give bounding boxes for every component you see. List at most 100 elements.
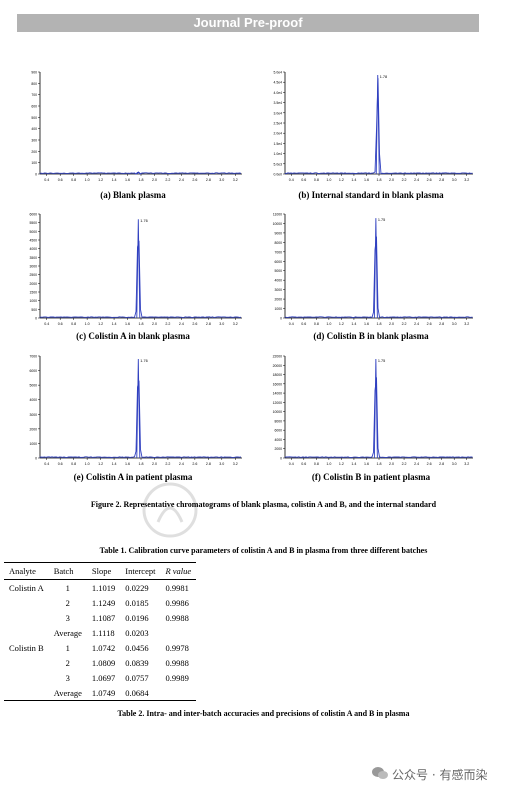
peak-retention-label: 1.75 — [378, 218, 385, 222]
x-tick-label: 1.6 — [364, 462, 369, 466]
x-tick-label: 0.4 — [289, 462, 294, 466]
x-tick-label: 1.4 — [112, 178, 117, 182]
table-cell: 0.0839 — [120, 655, 160, 670]
x-tick-label: 3.2 — [233, 322, 238, 326]
y-tick-label: 100 — [31, 161, 37, 165]
table-cell: Average — [49, 625, 87, 640]
table-cell: 0.0229 — [120, 580, 160, 596]
table-cell: 0.9989 — [160, 670, 196, 685]
y-tick-label: 1500 — [29, 291, 37, 295]
col-intercept: Intercept — [120, 563, 160, 580]
y-tick-label: 8000 — [274, 241, 282, 245]
x-tick-label: 2.2 — [165, 322, 170, 326]
x-tick-label: 0.6 — [301, 178, 306, 182]
table-cell: 0.9981 — [160, 580, 196, 596]
table-cell: 0.0456 — [120, 640, 160, 655]
caption-c: (c) Colistin A in blank plasma — [20, 331, 246, 341]
x-tick-label: 1.0 — [326, 462, 331, 466]
y-tick-label: 0 — [35, 457, 37, 461]
y-tick-label: 0 — [280, 317, 282, 321]
caption-b: (b) Internal standard in blank plasma — [265, 190, 477, 200]
x-tick-label: 0.4 — [289, 178, 294, 182]
y-tick-label: 1.0e4 — [274, 152, 283, 156]
peak-retention-label: 1.78 — [380, 75, 387, 79]
y-tick-label: 5000 — [29, 384, 37, 388]
y-tick-label: 2500 — [29, 273, 37, 277]
y-tick-label: 900 — [31, 71, 37, 75]
peak-retention-label: 1.76 — [140, 359, 147, 363]
table-cell: 3 — [49, 670, 87, 685]
x-tick-label: 1.0 — [326, 178, 331, 182]
table-cell — [4, 595, 49, 610]
x-tick-label: 2.8 — [439, 322, 444, 326]
x-tick-label: 1.2 — [339, 322, 344, 326]
y-tick-label: 20000 — [273, 364, 283, 368]
table-cell: 0.9988 — [160, 655, 196, 670]
x-tick-label: 1.2 — [98, 178, 103, 182]
x-tick-label: 1.6 — [364, 178, 369, 182]
table-cell: 2 — [49, 655, 87, 670]
y-tick-label: 1.5e4 — [274, 142, 283, 146]
x-tick-label: 2.0 — [152, 462, 157, 466]
x-tick-label: 2.2 — [402, 462, 407, 466]
x-tick-label: 2.0 — [389, 322, 394, 326]
table-row: 3 1.1087 0.0196 0.9988 — [4, 610, 196, 625]
y-tick-label: 4500 — [29, 239, 37, 243]
x-tick-label: 3.0 — [219, 178, 224, 182]
x-tick-label: 1.2 — [339, 178, 344, 182]
chromatogram-peak — [374, 218, 377, 318]
x-tick-label: 3.0 — [452, 462, 457, 466]
x-tick-label: 3.0 — [452, 322, 457, 326]
x-tick-label: 0.6 — [58, 322, 63, 326]
table-cell — [4, 655, 49, 670]
x-tick-label: 2.8 — [206, 462, 211, 466]
table-header-row: Analyte Batch Slope Intercept R value — [4, 563, 196, 580]
table-cell — [4, 625, 49, 640]
y-tick-label: 1000 — [29, 299, 37, 303]
x-tick-label: 3.2 — [233, 462, 238, 466]
x-tick-label: 2.6 — [427, 462, 432, 466]
y-tick-label: 400 — [31, 127, 37, 131]
x-tick-label: 3.0 — [219, 322, 224, 326]
caption-f: (f) Colistin B in patient plasma — [265, 472, 477, 482]
table-cell: 1.0742 — [87, 640, 120, 655]
y-tick-label: 3.5e4 — [274, 101, 283, 105]
y-tick-label: 2.5e4 — [274, 122, 283, 126]
table-cell — [4, 670, 49, 685]
x-tick-label: 1.4 — [112, 462, 117, 466]
x-tick-label: 0.4 — [44, 322, 49, 326]
col-slope: Slope — [87, 563, 120, 580]
x-tick-label: 1.0 — [85, 178, 90, 182]
chromatogram-peak — [137, 219, 140, 318]
x-tick-label: 0.6 — [301, 322, 306, 326]
table-cell: 2 — [49, 595, 87, 610]
chromatogram-trace — [40, 241, 241, 318]
table1-caption: Table 1. Calibration curve parameters of… — [0, 546, 527, 555]
y-tick-label: 5500 — [29, 221, 37, 225]
x-tick-label: 2.2 — [165, 178, 170, 182]
table-cell: Colistin A — [4, 580, 49, 596]
journal-preproof-banner: Journal Pre-proof — [17, 14, 479, 32]
x-tick-label: 3.0 — [219, 462, 224, 466]
x-tick-label: 2.6 — [192, 178, 197, 182]
y-tick-label: 10000 — [273, 410, 283, 414]
y-tick-label: 7000 — [29, 355, 37, 359]
x-tick-label: 2.4 — [179, 322, 184, 326]
y-tick-label: 3000 — [29, 265, 37, 269]
x-tick-label: 1.6 — [364, 322, 369, 326]
y-tick-label: 0 — [280, 457, 282, 461]
table-row: 3 1.0697 0.0757 0.9989 — [4, 670, 196, 685]
y-tick-label: 3.0e4 — [274, 111, 283, 115]
x-tick-label: 2.0 — [389, 462, 394, 466]
x-tick-label: 1.6 — [125, 178, 130, 182]
x-tick-label: 2.0 — [152, 178, 157, 182]
x-tick-label: 2.0 — [152, 322, 157, 326]
y-tick-label: 5.0e3 — [274, 162, 283, 166]
x-tick-label: 2.6 — [192, 462, 197, 466]
y-tick-label: 800 — [31, 82, 37, 86]
peak-retention-label: 1.76 — [140, 219, 147, 223]
table-cell: 1.1118 — [87, 625, 120, 640]
chromatogram-trace — [285, 377, 473, 457]
col-batch: Batch — [49, 563, 87, 580]
x-tick-label: 2.4 — [179, 178, 184, 182]
